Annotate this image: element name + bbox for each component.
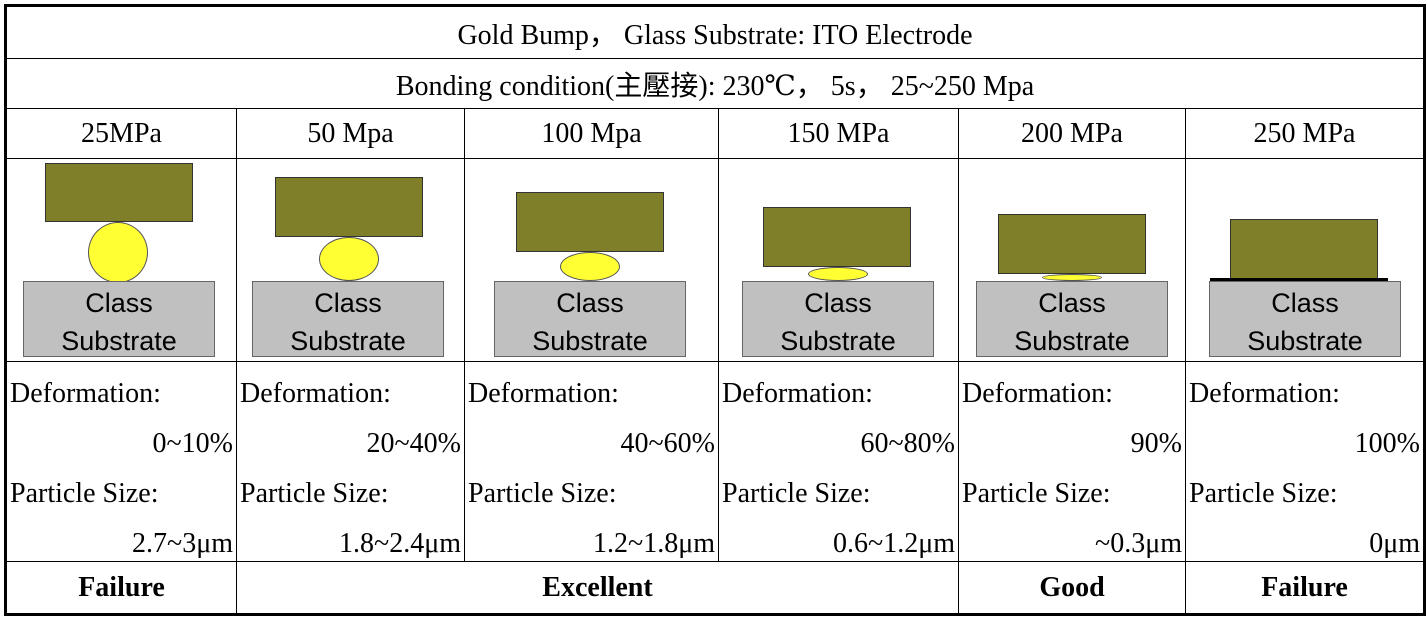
glass-substrate: Class Substrate bbox=[23, 281, 215, 357]
particle-size-label: Particle Size: bbox=[1189, 478, 1338, 509]
flattened-particle-layer bbox=[1210, 278, 1388, 281]
measurements-250mpa: Deformation: 100% Particle Size: 0μm bbox=[1186, 362, 1423, 561]
pressure-label: 200 MPa bbox=[1021, 117, 1123, 149]
pressure-label: 25MPa bbox=[81, 117, 162, 149]
verdict-25mpa: Failure bbox=[7, 562, 237, 613]
substrate-label-line1: Class bbox=[804, 288, 872, 318]
substrate-label-line2: Substrate bbox=[780, 326, 896, 356]
table-title-row: Gold Bump， Glass Substrate: ITO Electrod… bbox=[7, 7, 1423, 59]
measurements-25mpa: Deformation: 0~10% Particle Size: 2.7~3μ… bbox=[7, 362, 237, 561]
gold-bump bbox=[763, 207, 911, 267]
deformation-value: 20~40% bbox=[366, 428, 461, 459]
particle-size-label: Particle Size: bbox=[10, 478, 159, 509]
conductive-particle bbox=[560, 252, 620, 281]
pressure-cell-150: 150 MPa bbox=[719, 109, 959, 158]
pressure-label: 250 MPa bbox=[1253, 117, 1356, 149]
pressure-label: 50 Mpa bbox=[307, 117, 394, 149]
deformation-value: 60~80% bbox=[860, 428, 955, 459]
substrate-label-line2: Substrate bbox=[532, 326, 648, 356]
particle-size-label: Particle Size: bbox=[722, 478, 871, 509]
particle-size-value: 1.2~1.8μm bbox=[593, 528, 715, 559]
illustration-250mpa: Class Substrate bbox=[1186, 159, 1423, 361]
pressure-cell-50: 50 Mpa bbox=[237, 109, 465, 158]
particle-size-value: 0μm bbox=[1369, 528, 1420, 559]
bonding-condition: Bonding condition(主壓接): 230℃， 5s， 25~250… bbox=[395, 70, 1035, 102]
substrate-label-line1: Class bbox=[556, 288, 624, 318]
deformation-value: 0~10% bbox=[152, 428, 233, 459]
pressure-cell-25: 25MPa bbox=[7, 109, 237, 158]
measurements-row: Deformation: 0~10% Particle Size: 2.7~3μ… bbox=[7, 362, 1423, 562]
illustration-50mpa: Class Substrate bbox=[237, 159, 465, 361]
verdict-250mpa: Failure bbox=[1261, 571, 1348, 603]
pressure-cell-100: 100 Mpa bbox=[465, 109, 719, 158]
conductive-particle bbox=[88, 222, 148, 283]
substrate-label-line1: Class bbox=[1271, 288, 1339, 318]
substrate-label-line1: Class bbox=[85, 288, 153, 318]
measurements-200mpa: Deformation: 90% Particle Size: ~0.3μm bbox=[959, 362, 1186, 561]
results-table: Gold Bump， Glass Substrate: ITO Electrod… bbox=[4, 4, 1426, 616]
particle-size-value: 2.7~3μm bbox=[132, 528, 233, 559]
deformation-value: 90% bbox=[1130, 428, 1182, 459]
glass-substrate: Class Substrate bbox=[742, 281, 934, 357]
verdict-row: Failure Excellent Good Failure bbox=[7, 562, 1423, 613]
measurements-150mpa: Deformation: 60~80% Particle Size: 0.6~1… bbox=[719, 362, 959, 561]
deformation-label: Deformation: bbox=[468, 378, 619, 409]
substrate-label-line2: Substrate bbox=[1014, 326, 1130, 356]
conductive-particle bbox=[319, 237, 379, 281]
deformation-value: 40~60% bbox=[620, 428, 715, 459]
substrate-label-line2: Substrate bbox=[290, 326, 406, 356]
substrate-label-line2: Substrate bbox=[1247, 326, 1363, 356]
illustration-100mpa: Class Substrate bbox=[465, 159, 719, 361]
illustration-150mpa: Class Substrate bbox=[719, 159, 959, 361]
substrate-label-line2: Substrate bbox=[61, 326, 177, 356]
deformation-label: Deformation: bbox=[240, 378, 391, 409]
substrate-label-line1: Class bbox=[314, 288, 382, 318]
glass-substrate: Class Substrate bbox=[494, 281, 686, 357]
pressure-row: 25MPa 50 Mpa 100 Mpa 150 MPa 200 MPa 250… bbox=[7, 109, 1423, 159]
particle-size-label: Particle Size: bbox=[240, 478, 389, 509]
particle-size-value: 0.6~1.2μm bbox=[833, 528, 955, 559]
measurements-100mpa: Deformation: 40~60% Particle Size: 1.2~1… bbox=[465, 362, 719, 561]
glass-substrate: Class Substrate bbox=[1209, 281, 1401, 357]
gold-bump bbox=[45, 163, 193, 222]
illustration-200mpa: Class Substrate bbox=[959, 159, 1186, 361]
particle-size-label: Particle Size: bbox=[468, 478, 617, 509]
glass-substrate: Class Substrate bbox=[976, 281, 1168, 357]
bonding-condition-row: Bonding condition(主壓接): 230℃， 5s， 25~250… bbox=[7, 59, 1423, 109]
particle-size-value: ~0.3μm bbox=[1095, 528, 1182, 559]
deformation-label: Deformation: bbox=[1189, 378, 1340, 409]
conductive-particle bbox=[1042, 274, 1102, 281]
verdict-200mpa: Good bbox=[959, 562, 1186, 613]
table-title: Gold Bump， Glass Substrate: ITO Electrod… bbox=[457, 19, 973, 51]
deformation-label: Deformation: bbox=[722, 378, 873, 409]
gold-bump bbox=[516, 192, 664, 252]
gold-bump bbox=[1230, 219, 1378, 279]
pressure-cell-200: 200 MPa bbox=[959, 109, 1186, 158]
pressure-label: 150 MPa bbox=[787, 117, 890, 149]
substrate-label-line1: Class bbox=[1038, 288, 1106, 318]
measurements-50mpa: Deformation: 20~40% Particle Size: 1.8~2… bbox=[237, 362, 465, 561]
illustration-row: Class Substrate Class Substrate Class Su… bbox=[7, 159, 1423, 362]
glass-substrate: Class Substrate bbox=[252, 281, 444, 357]
illustration-25mpa: Class Substrate bbox=[7, 159, 237, 361]
particle-size-value: 1.8~2.4μm bbox=[339, 528, 461, 559]
pressure-label: 100 Mpa bbox=[541, 117, 642, 149]
deformation-label: Deformation: bbox=[962, 378, 1113, 409]
verdict-50-150mpa: Excellent bbox=[237, 562, 959, 613]
particle-size-label: Particle Size: bbox=[962, 478, 1111, 509]
pressure-cell-250: 250 MPa bbox=[1186, 109, 1423, 158]
deformation-value: 100% bbox=[1354, 428, 1420, 459]
gold-bump bbox=[275, 177, 423, 237]
conductive-particle bbox=[808, 267, 868, 281]
gold-bump bbox=[998, 214, 1146, 274]
deformation-label: Deformation: bbox=[10, 378, 161, 409]
